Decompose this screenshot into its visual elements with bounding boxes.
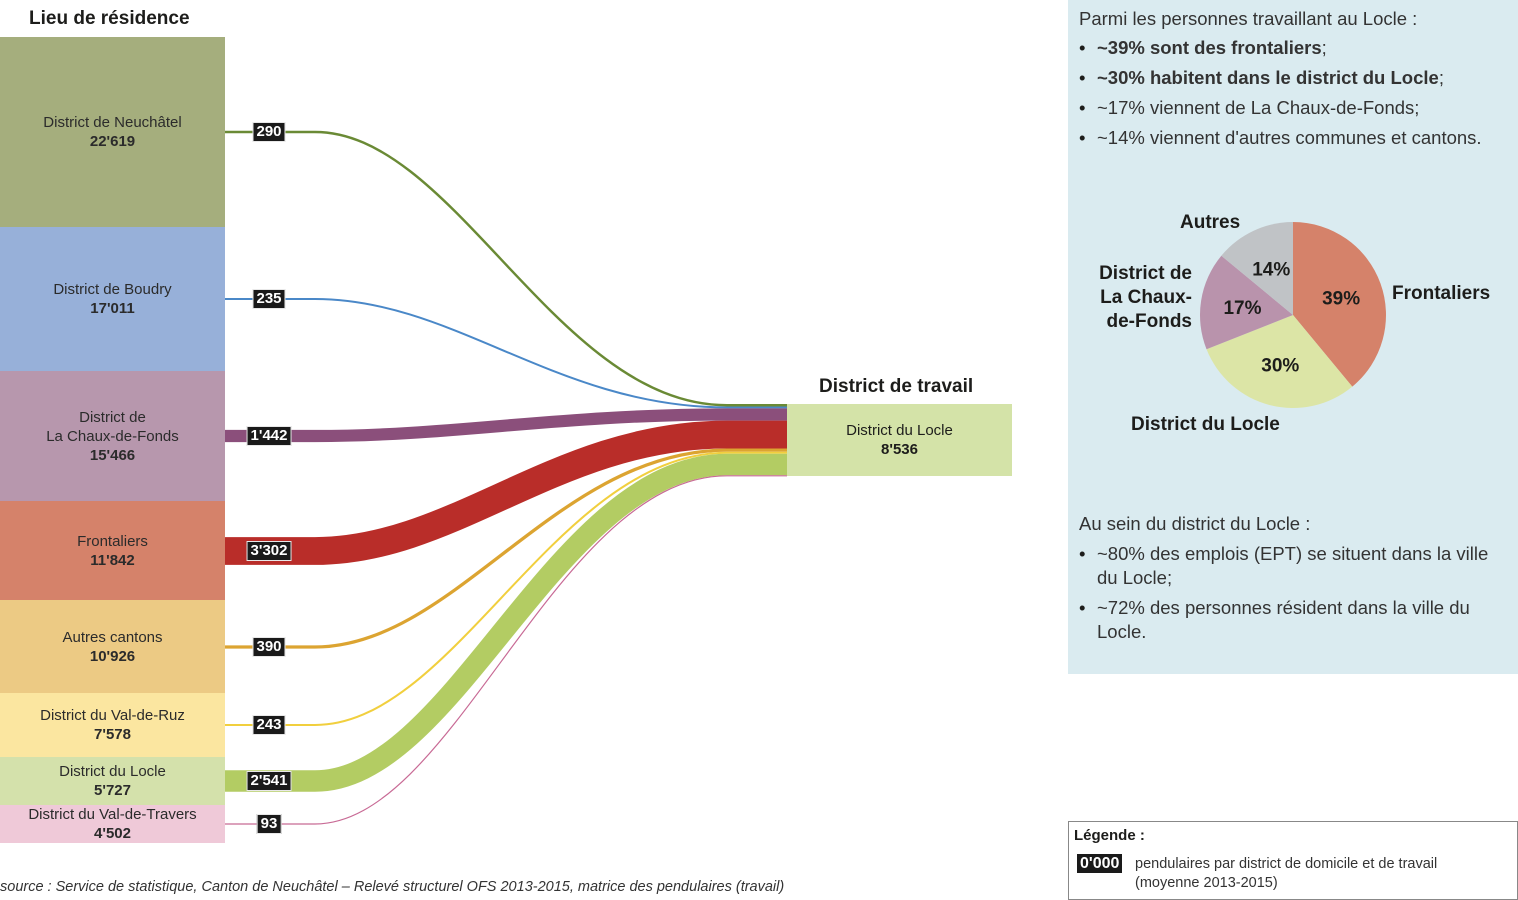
- pie-slice-label: 14%: [1252, 260, 1290, 281]
- residence-box: District de La Chaux-de-Fonds 15'466: [0, 371, 225, 501]
- residence-box: District du Val-de-Ruz 7'578: [0, 693, 225, 757]
- flow-value-tag: 93: [256, 814, 282, 834]
- residence-box: Frontaliers 11'842: [0, 501, 225, 600]
- flow-line: [225, 408, 787, 443]
- legend-swatch: 0'000: [1077, 854, 1123, 873]
- residence-name: Frontaliers: [77, 532, 148, 550]
- info-intro-2: Au sein du district du Locle :: [1079, 513, 1311, 534]
- work-district-total: 8'536: [881, 441, 918, 458]
- flow-line: [225, 451, 787, 727]
- residence-total: 22'619: [89, 133, 136, 150]
- residence-total: 11'842: [90, 551, 135, 569]
- info-bullet: ~14% viennent d'autres communes et canto…: [1079, 126, 1482, 150]
- flow-line: [225, 130, 787, 407]
- legend-title: Légende :: [1074, 827, 1145, 844]
- work-district-box: District du Locle 8'536: [787, 404, 1012, 476]
- residence-box: District de Neuchâtel 22'619: [0, 37, 225, 227]
- info-bullet: ~17% viennent de La Chaux-de-Fonds;: [1079, 96, 1482, 120]
- residence-name: District de La Chaux-de-Fonds: [46, 408, 179, 445]
- flow-line: [225, 420, 787, 565]
- flow-value-tag: 290: [252, 122, 286, 142]
- pie-slice-label: 17%: [1223, 298, 1261, 319]
- flow-value-tag: 3'302: [246, 541, 292, 561]
- info-bullet: ~80% des emplois (EPT) se situent dans l…: [1079, 542, 1509, 590]
- pie-slice-label: 39%: [1322, 289, 1360, 310]
- info-bullet: ~39% sont des frontaliers;: [1079, 36, 1482, 60]
- legend-text: pendulaires par district de domicile et …: [1135, 856, 1438, 891]
- residence-name: District de Neuchâtel: [43, 114, 182, 131]
- flow-value-tag: 1'442: [246, 426, 292, 446]
- flow-line: [225, 298, 787, 409]
- flow-line: [225, 448, 787, 649]
- pie-label-locle: District du Locle: [1131, 414, 1280, 435]
- residence-total: 15'466: [89, 446, 136, 464]
- pie-label-autres: Autres: [1180, 212, 1241, 233]
- work-column-title: District de travail: [819, 376, 974, 397]
- work-district-name: District du Locle: [846, 422, 953, 439]
- residence-name: District du Val-de-Travers: [28, 806, 197, 823]
- residence-box: District du Locle 5'727: [0, 757, 225, 805]
- pie-slice: [1221, 222, 1293, 315]
- info-bullet: ~30% habitent dans le district du Locle;: [1079, 66, 1482, 90]
- residence-column-title: Lieu de résidence: [29, 8, 190, 29]
- flow-value-tag: 243: [252, 715, 286, 735]
- info-bullet: ~72% des personnes résident dans la vill…: [1079, 596, 1509, 644]
- info-bullets: ~39% sont des frontaliers; ~30% habitent …: [1079, 36, 1482, 156]
- residence-total: 17'011: [90, 300, 135, 317]
- residence-box: Autres cantons 10'926: [0, 600, 225, 693]
- residence-box: District du Val-de-Travers 4'502: [0, 805, 225, 843]
- residence-name: District du Val-de-Ruz: [40, 707, 185, 724]
- info-intro: Parmi les personnes travaillant au Locle…: [1079, 8, 1418, 29]
- residence-box: District de Boudry 17'011: [0, 227, 225, 371]
- flow-value-tag: 235: [252, 289, 286, 309]
- pie-slice-label: 30%: [1261, 356, 1299, 377]
- residence-name: Autres cantons: [62, 628, 163, 646]
- residence-total: 10'926: [89, 647, 136, 665]
- residence-name: District du Locle: [59, 763, 166, 780]
- pie-slice: [1293, 222, 1386, 387]
- flow-value-tag: 390: [252, 637, 286, 657]
- residence-total: 5'727: [94, 782, 131, 799]
- pie-slice: [1200, 255, 1293, 350]
- legend-box: Légende : 0'000 pendulaires par district…: [1068, 821, 1518, 900]
- pie-label-chaux-de-fonds: District de La Chaux- de-Fonds: [1099, 263, 1192, 332]
- info-bullets-2: ~80% des emplois (EPT) se situent dans l…: [1079, 542, 1509, 650]
- flow-value-tag: 2'541: [246, 771, 292, 791]
- flow-line: [225, 475, 787, 825]
- pie-label-frontaliers: Frontaliers: [1392, 283, 1491, 304]
- residence-total: 7'578: [94, 726, 131, 743]
- residence-total: 4'502: [94, 825, 131, 842]
- source-note: source : Service de statistique, Canton …: [0, 879, 785, 895]
- residence-name: District de Boudry: [53, 281, 172, 298]
- pie-chart: 39% 30% 17% 14%: [1200, 222, 1386, 408]
- pie-slice: [1206, 315, 1353, 408]
- flow-line: [225, 453, 787, 792]
